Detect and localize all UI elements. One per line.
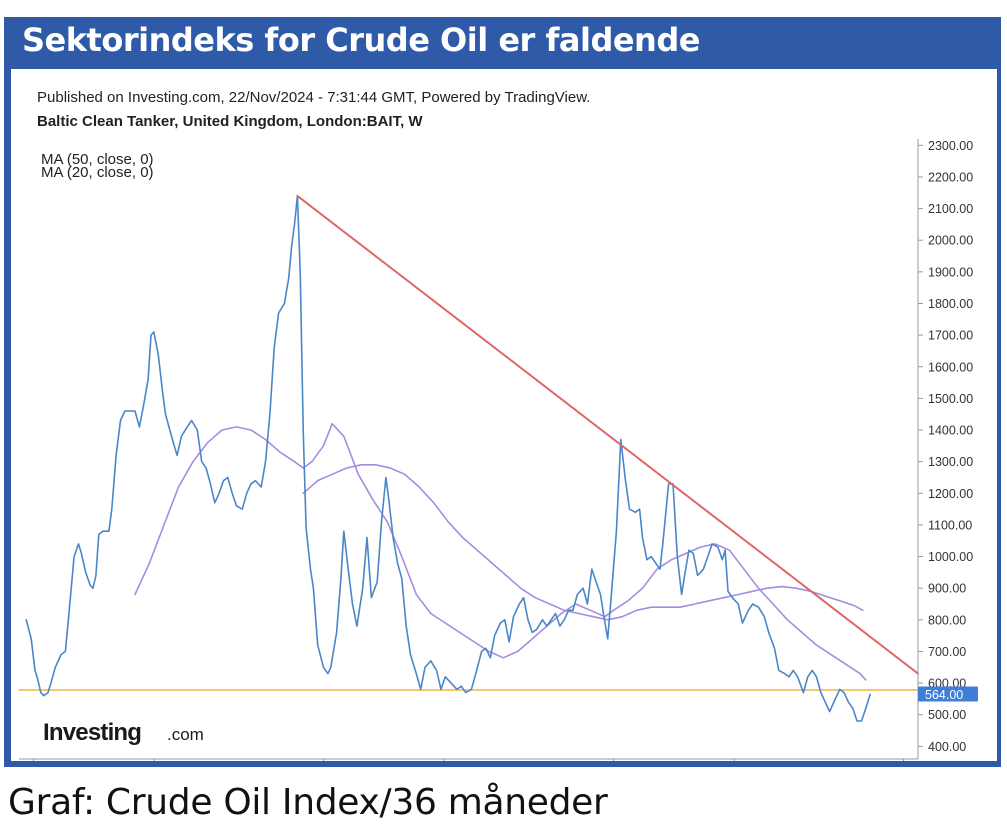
y-tick-label: 800.00: [928, 613, 966, 627]
brand-name: Investing: [43, 719, 141, 746]
legend-ma-20: MA (20, close, 0): [41, 164, 154, 181]
y-tick-label: 2200.00: [928, 170, 973, 184]
y-axis-ticks: 2300.00 2200.00 2100.00 2000.00 1900.00 1800.…: [918, 139, 973, 754]
y-tick-label: 500.00: [928, 708, 966, 722]
instrument-label: Baltic Clean Tanker, United Kingdom, Lon…: [37, 113, 423, 130]
y-tick-label: 900.00: [928, 582, 966, 596]
y-tick-label: 1500.00: [928, 392, 973, 406]
last-price-badge-bg: [918, 686, 978, 702]
published-note: Published on Investing.com, 22/Nov/2024 …: [37, 89, 590, 106]
y-tick-label: 2300.00: [928, 139, 973, 153]
banner-title: Sektorindeks for Crude Oil er faldende: [22, 21, 700, 59]
legend-ma-50: MA (50, close, 0): [41, 151, 154, 168]
y-tick-label: 1100.00: [928, 518, 972, 532]
chart-panel: Published on Investing.com, 22/Nov/2024 …: [11, 69, 997, 761]
y-tick-label: 1900.00: [928, 265, 973, 279]
y-tick-label: 2000.00: [928, 234, 973, 248]
chart-frame: Sektorindeks for Crude Oil er faldende P…: [4, 17, 1001, 767]
last-price-badge: 564.00: [918, 686, 978, 702]
y-tick-label: 1000.00: [928, 550, 973, 564]
y-tick-label: 1300.00: [928, 455, 973, 469]
y-tick-label: 1800.00: [928, 297, 973, 311]
y-tick-label: 400.00: [928, 740, 966, 754]
caption: Graf: Crude Oil Index/36 måneder: [8, 782, 608, 823]
plot-area: [18, 194, 919, 722]
last-price-value: 564.00: [925, 688, 963, 702]
y-tick-label: 1400.00: [928, 424, 973, 438]
y-tick-label: 2100.00: [928, 202, 973, 216]
y-tick-label: 700.00: [928, 645, 966, 659]
y-tick-label: 1600.00: [928, 360, 973, 374]
y-tick-label: 1700.00: [928, 329, 973, 343]
price-chart: Published on Investing.com, 22/Nov/2024 …: [18, 89, 978, 761]
moving-average-line: [302, 464, 864, 621]
price-line: [25, 195, 871, 722]
x-axis-ticks: 2022Jun2023Jun2024Jun2025: [33, 759, 904, 761]
investing-logo: Investing .com: [43, 719, 204, 746]
brand-suffix: .com: [167, 725, 204, 744]
moving-average-line: [134, 422, 867, 681]
y-tick-label: 1200.00: [928, 487, 973, 501]
trend-line: [296, 194, 919, 675]
